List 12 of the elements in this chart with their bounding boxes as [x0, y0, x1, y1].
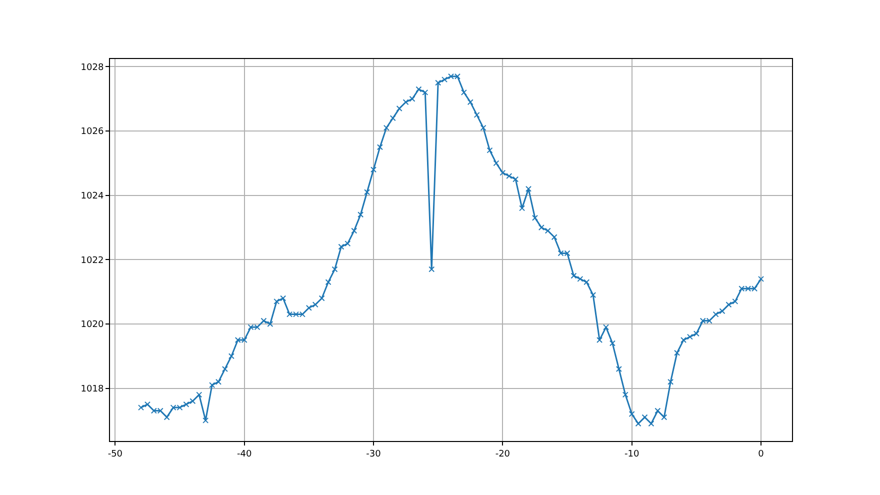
x-tick-label: -10: [624, 449, 640, 460]
y-tick-label: 1024: [80, 191, 104, 202]
x-tick-label: -30: [366, 449, 382, 460]
y-tick-label: 1026: [80, 127, 104, 138]
x-tick-label: 0: [758, 449, 764, 460]
y-tick-label: 1020: [80, 320, 104, 330]
y-tick-label: 1018: [80, 384, 104, 394]
y-tick-label: 1028: [80, 62, 104, 73]
x-tick-label: -20: [495, 449, 510, 460]
x-tick-label: -40: [236, 449, 252, 460]
y-tick-label: 1022: [80, 256, 104, 266]
x-tick-label: -50: [108, 449, 123, 460]
